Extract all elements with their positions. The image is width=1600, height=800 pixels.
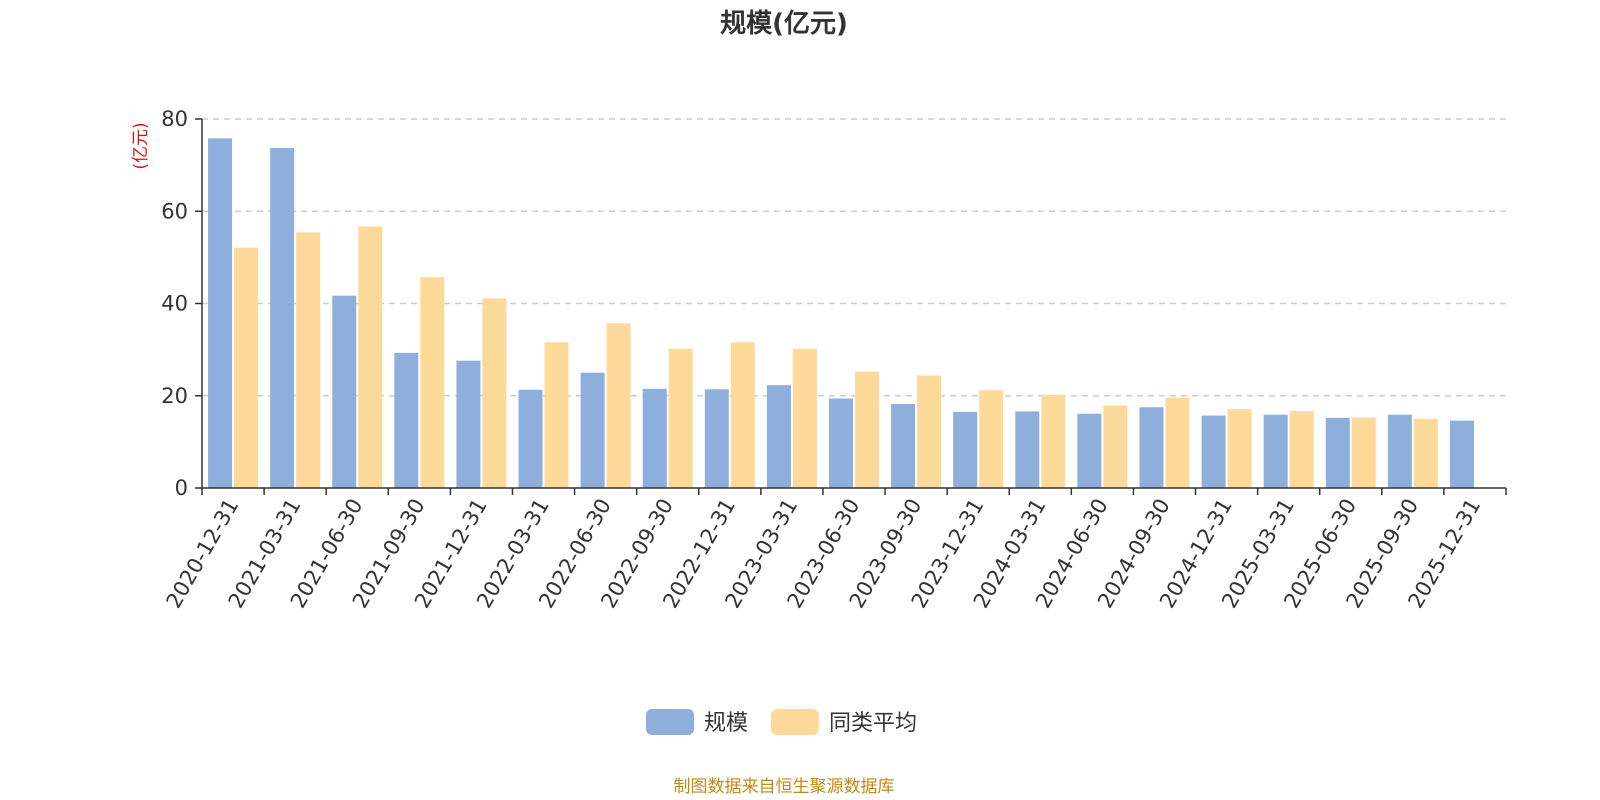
grid-lines — [202, 118, 1506, 397]
data-source-note: 制图数据来自恒生聚源数据库 — [674, 777, 895, 797]
legend-swatch — [646, 709, 694, 735]
y-tick-label: 20 — [161, 384, 188, 408]
y-axis-unit-label: (亿元) — [131, 122, 151, 169]
legend-swatch — [771, 709, 819, 735]
bar-peer-average[interactable] — [792, 348, 817, 488]
legend[interactable]: 规模 同类平均 — [646, 709, 917, 736]
y-tick-label: 80 — [161, 107, 188, 131]
bar-scale[interactable] — [829, 398, 853, 488]
legend-item-scale[interactable]: 规模 — [646, 709, 748, 736]
bar-peer-average[interactable] — [296, 232, 321, 488]
y-tick-label: 40 — [161, 292, 188, 316]
bar-scale[interactable] — [270, 148, 295, 488]
bar-scale[interactable] — [766, 385, 791, 488]
bar-peer-average[interactable] — [979, 390, 1004, 488]
bar-peer-average[interactable] — [1103, 405, 1128, 488]
bar-scale[interactable] — [208, 138, 233, 488]
bar-scale[interactable] — [1325, 417, 1350, 488]
bar-peer-average[interactable] — [917, 375, 942, 488]
bar-peer-average[interactable] — [1227, 409, 1252, 488]
bar-peer-average[interactable] — [1351, 417, 1376, 488]
bar-peer-average[interactable] — [544, 342, 569, 488]
bar-scale[interactable] — [1449, 420, 1474, 488]
bar-peer-average[interactable] — [1041, 394, 1066, 488]
y-tick-label: 60 — [161, 199, 188, 223]
bar-scale[interactable] — [1077, 413, 1102, 488]
legend-label: 同类平均 — [829, 711, 917, 736]
bar-scale[interactable] — [580, 372, 605, 488]
bar-scale[interactable] — [1263, 414, 1288, 488]
bar-scale[interactable] — [891, 404, 916, 488]
bar-scale[interactable] — [953, 411, 978, 488]
bar-peer-average[interactable] — [234, 247, 259, 488]
legend-item-peer-average[interactable]: 同类平均 — [771, 709, 917, 736]
bar-scale[interactable] — [394, 352, 419, 488]
bar-scale[interactable] — [332, 295, 357, 488]
bar-peer-average[interactable] — [1413, 418, 1438, 488]
bar-scale[interactable] — [642, 388, 667, 488]
bar-scale[interactable] — [456, 360, 481, 488]
bar-peer-average[interactable] — [855, 371, 879, 488]
bar-scale[interactable] — [1387, 414, 1412, 488]
bar-peer-average[interactable] — [420, 277, 445, 488]
y-tick-label: 0 — [175, 476, 188, 500]
bar-scale[interactable] — [518, 389, 543, 488]
bar-scale[interactable] — [1139, 407, 1164, 488]
bar-peer-average[interactable] — [1165, 397, 1190, 488]
bar-scale[interactable] — [704, 389, 729, 488]
bar-peer-average[interactable] — [358, 226, 383, 488]
bar-peer-average[interactable] — [1289, 410, 1314, 488]
bars — [208, 138, 1474, 488]
bar-peer-average[interactable] — [668, 348, 693, 488]
bar-peer-average[interactable] — [730, 342, 755, 488]
chart-title: 规模(亿元) — [720, 9, 848, 39]
bar-scale[interactable] — [1015, 411, 1040, 488]
bar-peer-average[interactable] — [482, 298, 507, 488]
bar-scale[interactable] — [1201, 415, 1226, 488]
legend-label: 规模 — [704, 711, 748, 736]
bar-peer-average[interactable] — [606, 323, 631, 488]
